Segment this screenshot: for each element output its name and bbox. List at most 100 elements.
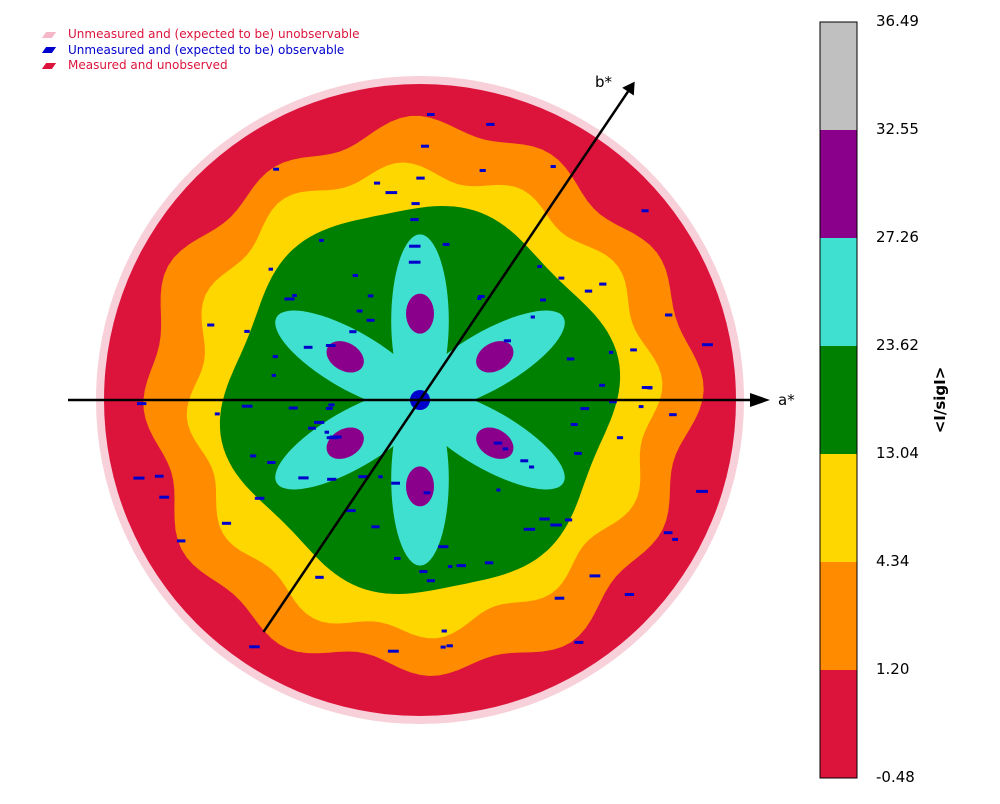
observable-unmeasured-cell xyxy=(496,488,501,492)
observable-unmeasured-cell xyxy=(641,386,653,389)
observable-unmeasured-cell xyxy=(284,297,295,301)
observable-unmeasured-cell xyxy=(408,260,421,264)
observable-unmeasured-cell xyxy=(438,545,449,549)
legend-label-unobserved: Measured and unobserved xyxy=(68,58,228,72)
observable-unmeasured-cell xyxy=(419,570,428,574)
observable-unmeasured-cell xyxy=(616,436,624,440)
observable-unmeasured-cell xyxy=(423,491,431,495)
observable-unmeasured-cell xyxy=(352,274,358,277)
b-star-axis xyxy=(262,90,630,633)
legend-swatch-unobserved xyxy=(41,62,57,69)
legend-item-unobserved: Measured and unobserved xyxy=(41,58,360,74)
observable-unmeasured-cell xyxy=(249,645,260,649)
observable-unmeasured-cell xyxy=(574,640,584,644)
observable-unmeasured-cell xyxy=(502,447,509,451)
observable-unmeasured-cell xyxy=(271,373,276,377)
colorbar-segment xyxy=(820,22,857,130)
observable-unmeasured-cell xyxy=(665,313,673,317)
spot-purple xyxy=(326,341,364,373)
observable-unmeasured-cell xyxy=(456,564,466,568)
observable-unmeasured-cell xyxy=(303,345,313,349)
observable-unmeasured-cell xyxy=(356,309,363,313)
spot-purple xyxy=(476,341,514,373)
colorbar-segment xyxy=(820,670,857,778)
observable-unmeasured-cell xyxy=(427,113,435,116)
colorbar-segment xyxy=(820,346,857,454)
observable-unmeasured-cell xyxy=(477,295,485,298)
observable-unmeasured-cell xyxy=(599,282,607,286)
observable-unmeasured-cell xyxy=(319,238,324,242)
observable-unmeasured-cell xyxy=(630,348,637,352)
observable-unmeasured-cell xyxy=(327,477,337,481)
observable-unmeasured-cell xyxy=(484,561,494,565)
observable-unmeasured-cell xyxy=(292,294,297,297)
observable-unmeasured-cell xyxy=(641,209,649,213)
observable-unmeasured-cell xyxy=(669,413,677,417)
a-star-arrowhead xyxy=(750,393,770,407)
observable-unmeasured-cell xyxy=(477,297,482,300)
colorbar-tick-label: 36.49 xyxy=(876,12,919,30)
observable-unmeasured-cell xyxy=(207,323,215,327)
observable-unmeasured-cell xyxy=(374,181,381,185)
observable-unmeasured-cell xyxy=(244,329,250,333)
observable-unmeasured-cell xyxy=(250,454,257,458)
colorbar-tick-label: 32.55 xyxy=(876,120,919,138)
observable-unmeasured-cell xyxy=(609,400,617,404)
observable-unmeasured-cell xyxy=(176,539,186,543)
observable-unmeasured-cell xyxy=(254,496,265,500)
legend-swatch-unobservable xyxy=(41,31,57,38)
legend: Unmeasured and (expected to be) unobserv… xyxy=(41,27,360,74)
observable-unmeasured-cell xyxy=(416,176,425,180)
observable-unmeasured-cell xyxy=(328,403,335,407)
observable-unmeasured-cell xyxy=(440,645,446,649)
observable-unmeasured-cell xyxy=(358,475,370,479)
observable-unmeasured-cell xyxy=(702,343,713,347)
observable-unmeasured-cell xyxy=(584,289,593,293)
observable-unmeasured-cell xyxy=(599,383,605,387)
colorbar-frame xyxy=(819,21,858,779)
observable-unmeasured-cell xyxy=(540,298,546,302)
observable-unmeasured-cell xyxy=(493,441,503,445)
colorbar-segment xyxy=(820,130,857,238)
observable-unmeasured-cell xyxy=(314,420,325,424)
observable-unmeasured-cell xyxy=(268,267,273,271)
observable-unmeasured-cell xyxy=(647,386,653,390)
observable-unmeasured-cell xyxy=(570,423,578,426)
observable-unmeasured-cell xyxy=(366,318,375,322)
observable-unmeasured-cell xyxy=(371,525,380,529)
spot-purple xyxy=(326,427,364,459)
observable-unmeasured-cell xyxy=(411,202,420,206)
observable-unmeasured-cell xyxy=(410,218,419,222)
observable-unmeasured-cell xyxy=(530,315,535,319)
observable-unmeasured-cell xyxy=(349,330,357,334)
observable-unmeasured-cell xyxy=(272,355,278,359)
observable-unmeasured-cell xyxy=(137,402,147,406)
observable-unmeasured-cell xyxy=(345,509,356,513)
observable-unmeasured-cell xyxy=(558,276,565,280)
observable-unmeasured-cell xyxy=(580,407,590,411)
observable-unmeasured-cell xyxy=(367,294,374,298)
observable-unmeasured-cell xyxy=(574,451,582,455)
colorbar-tick-label: 13.04 xyxy=(876,444,919,462)
observable-unmeasured-cell xyxy=(564,518,573,522)
colorbar-tick-label: 4.34 xyxy=(876,552,910,570)
observable-unmeasured-cell xyxy=(315,575,324,579)
colorbar-segment xyxy=(820,454,857,562)
observable-unmeasured-cell xyxy=(523,527,536,531)
legend-label-unobservable: Unmeasured and (expected to be) unobserv… xyxy=(68,27,360,41)
observable-unmeasured-cell xyxy=(503,339,511,343)
observable-unmeasured-cell xyxy=(426,579,435,583)
observable-unmeasured-cell xyxy=(479,169,486,172)
legend-label-observable: Unmeasured and (expected to be) observab… xyxy=(68,42,345,57)
observable-unmeasured-cell xyxy=(566,357,575,361)
observable-unmeasured-cell xyxy=(221,521,232,525)
observable-unmeasured-cell xyxy=(441,629,447,633)
observable-unmeasured-cell xyxy=(537,265,542,268)
observable-unmeasured-cell xyxy=(624,593,635,596)
observable-unmeasured-cell xyxy=(663,531,673,535)
observable-unmeasured-cell xyxy=(554,596,565,600)
observable-unmeasured-cell xyxy=(589,574,601,578)
observable-unmeasured-cell xyxy=(409,244,421,248)
observable-unmeasured-cell xyxy=(608,350,614,354)
